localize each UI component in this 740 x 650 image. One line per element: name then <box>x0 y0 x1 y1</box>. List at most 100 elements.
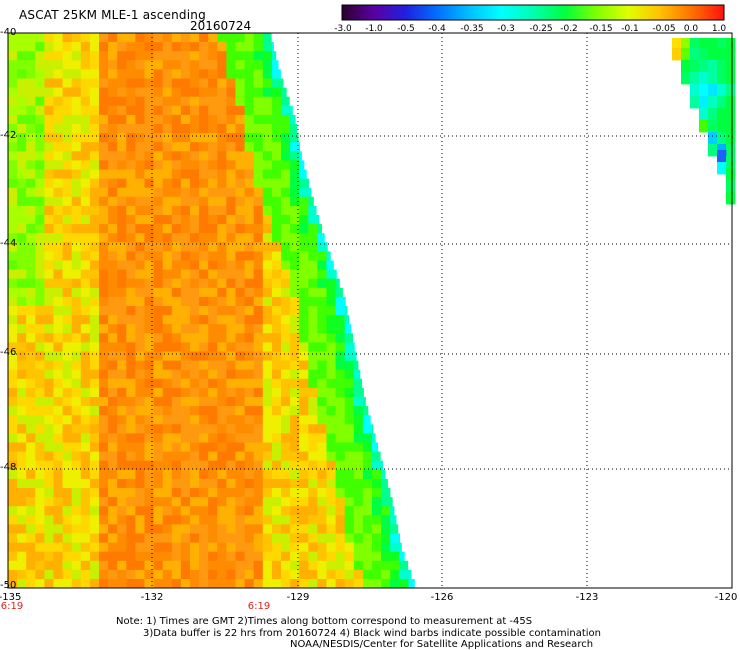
swath-cell <box>62 78 73 88</box>
swath-cell <box>89 260 100 270</box>
swath-cell <box>17 424 27 434</box>
swath-cell <box>8 497 18 507</box>
swath-cell <box>44 142 54 152</box>
swath-cell <box>217 397 227 407</box>
swath-cell <box>162 406 173 416</box>
swath-cell <box>8 296 18 307</box>
swath-cell <box>108 142 118 152</box>
swath-cell <box>253 160 264 170</box>
swath-cell <box>99 387 109 398</box>
swath-cell <box>117 124 127 134</box>
swath-cell <box>335 497 346 507</box>
swath-cell <box>381 497 391 507</box>
swath-cell <box>117 469 127 480</box>
swath-cell <box>217 224 227 234</box>
swath-cell <box>217 415 227 425</box>
swath-cell <box>17 469 27 480</box>
swath-cell <box>335 415 346 425</box>
swath-cell <box>99 224 109 234</box>
swath-cell <box>35 360 45 371</box>
swath-cell <box>271 478 282 489</box>
colorbar-tick: -0.05 <box>652 24 676 34</box>
swath-cell <box>271 542 282 553</box>
swath-cell <box>62 342 73 352</box>
swath-cell <box>344 360 355 371</box>
swath-cell <box>190 488 200 498</box>
swath-cell <box>290 460 300 471</box>
swath-cell <box>253 60 264 70</box>
swath-cell <box>353 415 364 425</box>
swath-cell <box>308 433 318 443</box>
swath-cell <box>53 178 63 189</box>
swath-cell <box>108 105 118 116</box>
swath-cell <box>217 60 227 70</box>
swath-cell <box>35 315 45 325</box>
swath-cell <box>262 296 273 307</box>
swath-cell <box>80 506 91 516</box>
swath-cell <box>99 497 109 507</box>
swath-cell <box>335 406 346 416</box>
swath-cell <box>335 506 346 516</box>
swath-cell <box>8 42 18 52</box>
swath-cell <box>299 397 309 407</box>
swath-cell <box>26 178 36 189</box>
swath-cell <box>89 506 100 516</box>
swath-cell <box>153 478 164 489</box>
swath-cell <box>299 497 309 507</box>
swath-cell <box>180 424 191 434</box>
swath-cell <box>89 442 100 452</box>
swath-cell <box>17 397 27 407</box>
swath-cell <box>53 160 63 170</box>
swath-cell <box>180 342 191 352</box>
swath-cell <box>281 569 291 580</box>
swath-cell <box>108 533 118 543</box>
swath-cell <box>108 169 118 179</box>
swath-cell <box>153 315 164 325</box>
lon-label: -129 <box>286 592 310 603</box>
swath-cell <box>126 187 136 198</box>
swath-cell <box>199 524 209 534</box>
swath-cell <box>208 60 218 70</box>
swath-cell <box>226 178 236 189</box>
swath-cell <box>672 48 682 61</box>
swath-cell <box>99 178 109 189</box>
swath-cell <box>8 242 18 252</box>
swath-cell <box>235 506 245 516</box>
swath-cell <box>80 342 91 352</box>
swath-cell <box>681 48 691 61</box>
swath-cell <box>26 60 36 70</box>
swath-cell <box>253 442 264 452</box>
swath-cell <box>190 151 200 161</box>
swath-cell <box>17 87 27 98</box>
swath-cell <box>253 433 264 443</box>
swath-cell <box>153 215 164 225</box>
swath-cell <box>171 260 182 270</box>
swath-cell <box>226 433 236 443</box>
swath-cell <box>235 387 245 398</box>
swath-cell <box>335 433 346 443</box>
swath-cell <box>108 215 118 225</box>
swath-cell <box>326 333 336 343</box>
swath-cell <box>190 78 200 88</box>
swath-cell <box>281 178 291 189</box>
swath-cell <box>126 378 136 389</box>
swath-cell <box>171 87 182 98</box>
swath-cell <box>153 415 164 425</box>
swath-cell <box>190 378 200 389</box>
swath-cell <box>44 488 54 498</box>
swath-cell <box>108 415 118 425</box>
swath-cell <box>108 424 118 434</box>
swath-cell <box>262 233 273 243</box>
swath-cell <box>226 96 236 107</box>
swath-cell <box>217 506 227 516</box>
swath-cell <box>372 533 382 543</box>
swath-cell <box>153 333 164 343</box>
swath-cell <box>317 560 327 571</box>
swath-cell <box>80 579 91 589</box>
swath-cell <box>162 506 173 516</box>
swath-cell <box>53 342 63 352</box>
swath-cell <box>162 278 173 289</box>
swath-cell <box>35 169 45 179</box>
swath-cell <box>353 560 364 571</box>
swath-cell <box>62 569 73 580</box>
